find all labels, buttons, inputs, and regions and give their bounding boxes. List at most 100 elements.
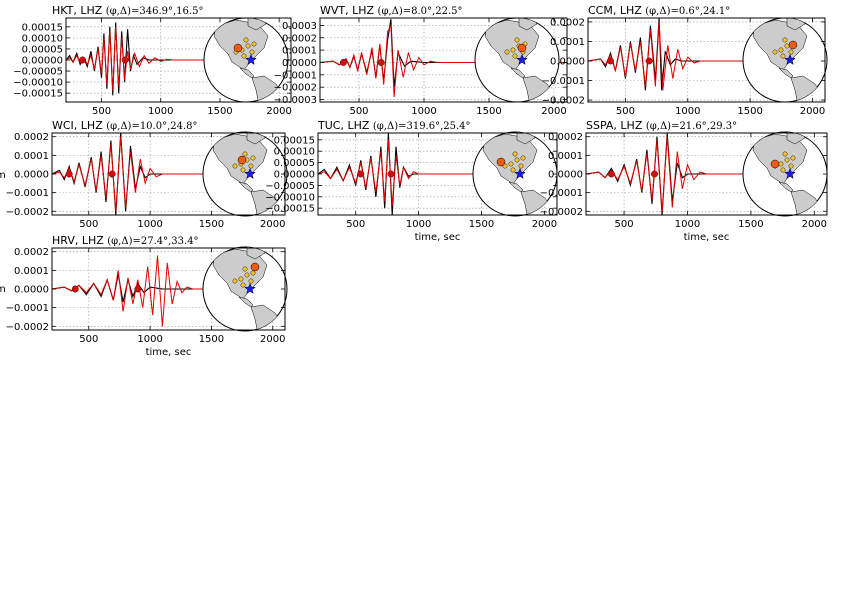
trace-group	[318, 133, 557, 215]
x-tick-label: 1000	[675, 106, 700, 117]
x-tick-label: 500	[79, 334, 98, 345]
station-dot	[788, 49, 794, 55]
station-dot	[504, 49, 510, 55]
station-dot	[780, 53, 786, 59]
y-tick-label: −0.0001	[6, 303, 49, 314]
y-tick-label: 0.0002	[282, 33, 317, 44]
y-tick-label: −0.0002	[274, 83, 317, 94]
phase-marker	[387, 170, 395, 178]
panel-title: SSPA, LHZ (φ,Δ)=21.6°,29.3°	[586, 119, 737, 132]
y-tick-label: 0.00010	[22, 33, 63, 44]
y-tick-label: 0.00015	[22, 22, 63, 33]
y-tick-label: 0.0001	[14, 151, 49, 162]
station-dot	[243, 37, 249, 43]
station-dot	[514, 157, 520, 163]
station-dot	[778, 47, 784, 53]
chart-panel-wvt: 500 1000 1500 2000−0.0003−0.0002−0.00010.00…	[274, 4, 568, 117]
phase-marker	[607, 170, 615, 178]
phase-marker	[71, 285, 79, 293]
station-dot	[514, 37, 520, 43]
y-tick-label: −0.00010	[13, 78, 63, 89]
epicenter-star	[514, 167, 526, 179]
station-dot	[784, 43, 790, 49]
y-tick-label: −0.0002	[540, 207, 583, 218]
phase-marker	[134, 285, 142, 293]
y-tick-label: 0.0001	[550, 37, 585, 48]
station-dot	[510, 47, 516, 53]
panel-title-angles: (φ,Δ)=0.6°,24.1°	[645, 6, 730, 17]
synthetic-trace	[52, 255, 285, 327]
x-tick-label: 1500	[737, 106, 762, 117]
x-tick-label: 1000	[137, 219, 162, 230]
synthetic-trace	[320, 23, 567, 98]
y-tick-label: 0.00015	[274, 135, 315, 146]
station-dot	[512, 151, 518, 157]
chart-panel-ccm: 500 1000 1500 2000−0.0002−0.00010.00000.000…	[542, 4, 828, 117]
selected-station-dot	[496, 157, 506, 167]
phase-marker	[65, 170, 73, 178]
station-dot	[780, 167, 786, 173]
axes-frame	[319, 17, 568, 103]
y-tick-label: 0.00005	[22, 44, 63, 55]
y-tick-label: −0.0002	[6, 322, 49, 333]
central-america-land	[510, 67, 526, 79]
y-tick-label: 0.0002	[550, 17, 585, 28]
chart-panel-sspa: 500 1000 1500 2000 −0.0002 −0.0001 0.0000 0.000…	[540, 119, 828, 243]
central-america-land	[778, 67, 794, 79]
phase-marker	[108, 170, 116, 178]
y-tick-label: −0.00010	[265, 192, 315, 203]
x-tick-label: 1500	[199, 219, 224, 230]
station-dot	[240, 167, 246, 173]
station-dot	[232, 278, 238, 284]
synthetic-trace	[52, 136, 285, 212]
y-tick-label: 0.0000	[548, 170, 583, 181]
panel-title-angles: (φ,Δ)=27.4°,33.4°	[107, 236, 198, 247]
y-tick-label: 0.0001	[14, 266, 49, 277]
chart-panel-hkt: 500 1000 1500 2000−0.00015−0.00010−0.000050…	[13, 4, 292, 117]
panel-title-angles: (φ,Δ)=21.6°,29.3°	[646, 121, 737, 132]
globe-inset	[202, 246, 288, 332]
x-tick-label: 1500	[738, 219, 763, 230]
selected-station-dot	[517, 43, 527, 53]
panel-title-station: HKT, LHZ	[52, 4, 106, 17]
x-tick-label: 1000	[675, 219, 700, 230]
phase-marker	[645, 57, 653, 65]
axes-frame	[587, 17, 826, 103]
station-dot	[251, 41, 257, 47]
panel-title: CCM, LHZ (φ,Δ)=0.6°,24.1°	[588, 4, 730, 17]
panel-title: HKT, LHZ (φ,Δ)=346.9°,16.5°	[52, 4, 203, 17]
y-tick-label: −0.0003	[274, 95, 317, 106]
panel-title-station: WCI, LHZ	[52, 119, 106, 132]
trace-group	[320, 19, 567, 98]
epicenter-star	[784, 167, 796, 179]
phase-marker	[339, 59, 347, 66]
phase-marker	[607, 57, 614, 65]
left-cut-label: m	[0, 284, 6, 295]
station-dot	[790, 155, 796, 161]
y-tick-label: 0.00005	[274, 158, 315, 169]
panel-title-station: CCM, LHZ	[588, 4, 645, 17]
station-dot	[510, 167, 516, 173]
x-axis-label: time, sec	[684, 232, 730, 243]
y-tick-label: −0.0001	[542, 76, 585, 87]
x-tick-label: 1000	[411, 106, 436, 117]
y-tick-label: −0.0002	[542, 96, 585, 107]
station-dot	[238, 276, 244, 282]
globe-land	[752, 18, 820, 102]
central-america-land	[239, 67, 255, 79]
x-tick-label: 1000	[406, 219, 431, 230]
panel-title: WCI, LHZ (φ,Δ)=10.0°,24.8°	[52, 119, 198, 132]
selected-station-dot	[250, 262, 260, 272]
central-america-land	[238, 181, 254, 193]
globe-inset	[474, 17, 560, 103]
station-dot	[778, 161, 784, 167]
y-tick-label: 0.00000	[274, 170, 315, 181]
epicenter-star	[244, 167, 256, 179]
station-dot	[245, 43, 251, 49]
x-tick-label: 500	[349, 106, 368, 117]
central-america-land	[508, 181, 524, 193]
epicenter-star	[244, 282, 256, 294]
y-tick-label: 0.00000	[22, 56, 63, 67]
phase-marker	[121, 56, 129, 64]
x-tick-label: 500	[616, 106, 635, 117]
